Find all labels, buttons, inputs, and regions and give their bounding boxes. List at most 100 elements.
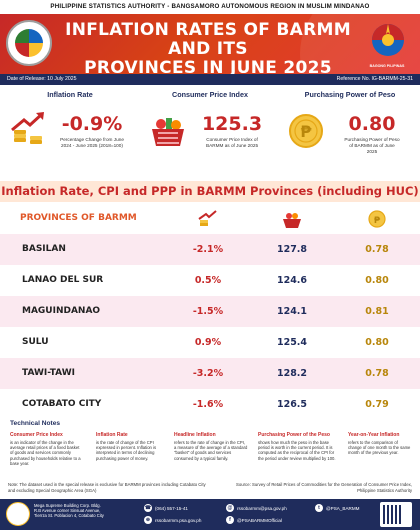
note-text: refers to the comparison of change of on…	[348, 440, 411, 456]
province-cpi: 124.1	[276, 306, 308, 317]
inflation-column-icon	[198, 210, 217, 226]
province-inflation: -1.6%	[192, 399, 224, 410]
table-row: BASILAN -2.1% 127.8 0.78	[0, 234, 420, 265]
release-date: Date of Release: 10 July 2025	[7, 76, 77, 82]
phone-icon: ☎	[144, 504, 152, 512]
kpi-inflation-value: -0.9%	[61, 113, 123, 135]
shopping-basket-icon	[152, 118, 184, 146]
page-title: INFLATION RATES OF BARMM AND ITS PROVINC…	[58, 20, 358, 75]
note-text: shows how much the peso in the base peri…	[258, 440, 336, 461]
note-yoy-inflation: Year-on-Year Inflation refers to the com…	[348, 432, 412, 456]
province-name: BASILAN	[22, 244, 66, 254]
province-name: TAWI-TAWI	[22, 368, 75, 378]
note-heading: Year-on-Year Inflation	[348, 432, 400, 438]
kpi-cpi-label: Consumer Price Index	[172, 90, 248, 99]
kpi-ppp-label: Purchasing Power of Peso	[304, 90, 396, 99]
ppp-column-icon: ₱	[368, 210, 386, 228]
province-inflation: -2.1%	[192, 244, 224, 255]
province-ppp: 0.79	[365, 399, 389, 410]
footer-email[interactable]: @ rssobarmm@psa.gov.ph	[226, 504, 287, 512]
province-inflation: -3.2%	[192, 368, 224, 379]
province-ppp: 0.80	[365, 275, 389, 286]
note-heading: Headline Inflation	[174, 432, 216, 438]
title-banner: INFLATION RATES OF BARMM AND ITS PROVINC…	[0, 14, 420, 74]
kpi-inflation-label: Inflation Rate	[47, 90, 93, 99]
province-name: MAGUINDANAO	[22, 306, 101, 316]
footer-phone[interactable]: ☎ (064) 557-15-41	[144, 504, 188, 512]
footer-address: Mega Supreme Building Corp. Bldg. R.B Av…	[34, 503, 104, 519]
kpi-ppp-value: 0.80	[348, 113, 396, 135]
agency-header: PHILIPPINE STATISTICS AUTHORITY - BANGSA…	[50, 3, 370, 10]
peso-coin-icon: ₱	[289, 114, 323, 148]
province-name: SULU	[22, 337, 49, 347]
page-title-line2: PROVINCES IN JUNE 2025	[84, 58, 332, 75]
kpi-ppp-desc: Purchasing Power of Peso of BARMM as of …	[344, 137, 400, 154]
footer: Mega Supreme Building Corp. Bldg. R.B Av…	[0, 499, 420, 530]
technical-notes: Technical Notes Consumer Price Index is …	[0, 420, 420, 478]
svg-text:₱: ₱	[374, 216, 381, 226]
kpi-ppp: Purchasing Power of Peso ₱ 0.80 Purchasi…	[280, 88, 420, 176]
footnote-note: Note: The dataset used in the special re…	[8, 482, 206, 493]
footer-email-text: rssobarmm@psa.gov.ph	[237, 505, 287, 511]
email-icon: @	[226, 504, 234, 512]
psa-seal-logo	[6, 20, 52, 66]
footnote: Note: The dataset used in the special re…	[8, 482, 412, 493]
footer-web[interactable]: ⊕ rssobarmm.psa.gov.ph	[144, 516, 201, 524]
kpi-inflation: Inflation Rate -0.9% Percentage Change f…	[0, 88, 140, 176]
table-header-provinces: PROVINCES OF BARMM	[20, 213, 137, 223]
reference-number: Reference No. IG-BARMM-25-31	[336, 76, 413, 82]
province-name: COTABATO CITY	[22, 399, 102, 409]
footer-web-text: rssobarmm.psa.gov.ph	[155, 517, 202, 523]
province-ppp: 0.80	[365, 337, 389, 348]
footer-facebook[interactable]: f @PSABARMMOfficial	[226, 516, 282, 524]
province-cpi: 124.6	[276, 275, 308, 286]
kpi-cpi-value: 125.3	[201, 113, 263, 135]
note-heading: Inflation Rate	[96, 432, 128, 438]
footer-twitter-text: @PSA_BARMM	[326, 505, 360, 511]
bagong-pilipinas-logo	[372, 24, 404, 56]
technical-notes-title: Technical Notes	[10, 420, 61, 427]
province-inflation: 0.9%	[194, 337, 222, 348]
province-name: LANAO DEL SUR	[22, 275, 104, 285]
table-row: TAWI-TAWI -3.2% 128.2 0.78	[0, 358, 420, 389]
province-cpi: 127.8	[276, 244, 308, 255]
province-ppp: 0.78	[365, 368, 389, 379]
psa-footer-logo	[6, 502, 30, 526]
globe-icon: ⊕	[144, 516, 152, 524]
kpi-cpi: Consumer Price Index 125.3 Consumer Pric…	[140, 88, 280, 176]
province-cpi: 128.2	[276, 368, 308, 379]
kpi-strip: Inflation Rate -0.9% Percentage Change f…	[0, 88, 420, 176]
table-row: SULU 0.9% 125.4 0.80	[0, 327, 420, 358]
note-purchasing-power: Purchasing Power of the Peso shows how m…	[258, 432, 338, 461]
note-heading: Purchasing Power of the Peso	[258, 432, 330, 438]
note-headline-inflation: Headline Inflation refers to the rate of…	[174, 432, 248, 461]
province-ppp: 0.81	[365, 306, 389, 317]
province-cpi: 126.5	[276, 399, 308, 410]
note-inflation-rate: Inflation Rate is the rate of change of …	[96, 432, 164, 461]
province-inflation: -1.5%	[192, 306, 224, 317]
table-row: MAGUINDANAO -1.5% 124.1 0.81	[0, 296, 420, 327]
footer-facebook-text: @PSABARMMOfficial	[237, 517, 282, 523]
svg-text:₱: ₱	[300, 122, 312, 141]
province-ppp: 0.78	[365, 244, 389, 255]
kpi-cpi-desc: Consumer Price Index of BARMM as of June…	[205, 137, 259, 148]
note-text: is an indicator of the change in the ave…	[10, 440, 81, 466]
note-heading: Consumer Price Index	[10, 432, 63, 438]
page-title-line1: INFLATION RATES OF BARMM AND ITS	[65, 20, 351, 59]
cpi-column-icon	[283, 213, 301, 228]
section-title: Inflation Rate, CPI and PPP in BARMM Pro…	[0, 181, 420, 202]
footer-phone-text: (064) 557-15-41	[155, 505, 188, 511]
table-row: LANAO DEL SUR 0.5% 124.6 0.80	[0, 265, 420, 296]
kpi-inflation-desc: Percentage Change from June 2024 - June …	[60, 137, 124, 148]
table-row: COTABATO CITY -1.6% 126.5 0.79	[0, 389, 420, 420]
facebook-icon: f	[226, 516, 234, 524]
footer-twitter[interactable]: t @PSA_BARMM	[315, 504, 360, 512]
note-text: refers to the rate of change in the CPI,…	[174, 440, 248, 461]
qr-code[interactable]	[380, 502, 412, 527]
bagong-pilipinas-label: BAGONG PILIPINAS	[369, 64, 405, 68]
note-cpi: Consumer Price Index is an indicator of …	[10, 432, 84, 466]
province-cpi: 125.4	[276, 337, 308, 348]
table-header: PROVINCES OF BARMM ₱	[0, 207, 420, 231]
province-inflation: 0.5%	[194, 275, 222, 286]
note-text: is the rate of change of the CPI express…	[96, 440, 157, 461]
